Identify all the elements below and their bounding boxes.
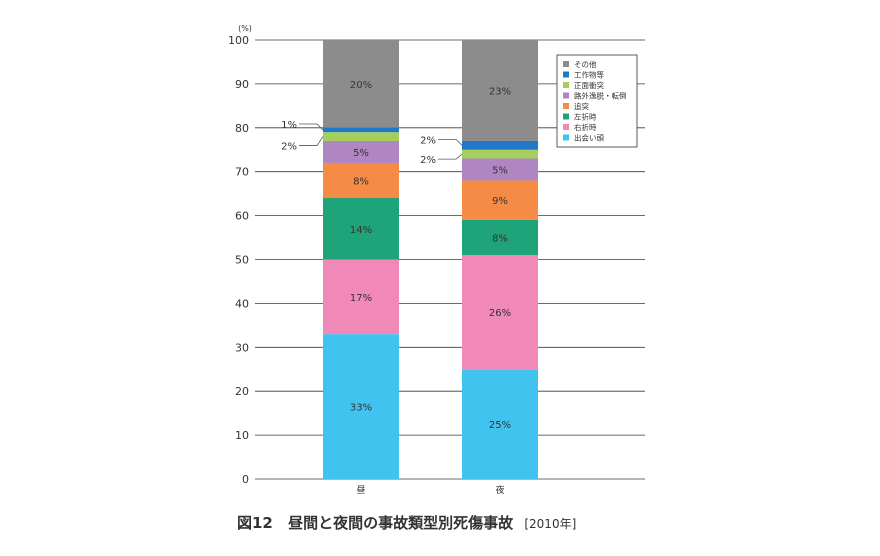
stacked-bar-chart: 33% 17% 14% 8% 5% 20% 25% 26% 8% 9% 5% 23% 0 10 20 30 4… <box>228 24 645 496</box>
bar-segment <box>323 162 399 199</box>
data-label: 20% <box>350 80 372 91</box>
bars: 33% 17% 14% 8% 5% 20% 25% 26% 8% 9% 5% 23% <box>323 40 538 479</box>
data-label: 8% <box>353 176 369 187</box>
y-tick-label: 10 <box>235 429 249 442</box>
data-label: 8% <box>492 234 508 245</box>
legend-label: 工作物等 <box>574 70 604 80</box>
bar-segment <box>323 140 399 163</box>
bar-segment <box>323 334 399 479</box>
data-label: 17% <box>350 293 372 304</box>
bar-segment <box>323 127 399 133</box>
figure-year: [2010年] <box>524 517 577 531</box>
callout-label: 2% <box>281 142 297 153</box>
figure-title: 昼間と夜間の事故類型別死傷事故 <box>288 514 514 532</box>
legend-label: 正面衝突 <box>574 80 604 90</box>
y-tick-label: 0 <box>242 473 249 486</box>
bar-segment <box>462 149 538 159</box>
data-label: 5% <box>353 148 369 159</box>
legend-swatch <box>563 134 569 141</box>
legend-swatch <box>563 71 569 78</box>
bar-segment <box>462 369 538 479</box>
bar-segment <box>323 259 399 335</box>
data-label: 33% <box>350 403 372 414</box>
legend-swatch <box>563 92 569 99</box>
data-label: 25% <box>489 420 511 431</box>
legend-swatch <box>563 124 569 130</box>
bar-segment <box>323 40 399 128</box>
callout-line <box>438 153 463 160</box>
y-unit-label: (%) <box>238 24 252 33</box>
legend-label: その他 <box>574 59 597 69</box>
y-tick-label: 20 <box>235 385 249 398</box>
data-label: 14% <box>350 225 372 236</box>
bar-segment <box>462 180 538 220</box>
legend-label: 左折時 <box>574 112 597 122</box>
legend-label: 路外逸脱・転倒 <box>574 91 627 101</box>
x-tick-label: 昼 <box>356 485 365 496</box>
callout-line <box>299 123 324 131</box>
callout-line <box>299 136 324 146</box>
callout-label: 2% <box>420 155 436 166</box>
legend-label: 右折時 <box>574 122 597 132</box>
bar-segment <box>462 158 538 181</box>
y-tick-label: 40 <box>235 297 249 310</box>
callout-label: 2% <box>420 135 436 146</box>
bar-segment <box>323 132 399 141</box>
legend-label: 出会い頭 <box>574 133 604 143</box>
y-tick-label: 30 <box>235 341 249 354</box>
data-label: 9% <box>492 196 508 207</box>
bar-segment <box>462 140 538 150</box>
y-tick-label: 50 <box>235 254 249 267</box>
bar-segment <box>323 198 399 260</box>
data-label: 23% <box>489 86 511 97</box>
legend-swatch <box>563 82 569 88</box>
legend-swatch <box>563 113 569 120</box>
callout-label: 1% <box>281 120 297 131</box>
legend-label: 追突 <box>574 101 589 111</box>
figure-number: 図12 <box>237 514 273 532</box>
y-tick-label: 90 <box>235 78 249 91</box>
x-tick-label: 夜 <box>495 484 504 496</box>
y-tick-label: 80 <box>235 122 249 135</box>
y-tick-label: 100 <box>228 34 249 47</box>
bar-segment <box>462 255 538 370</box>
y-tick-label: 60 <box>235 210 249 223</box>
legend-box <box>556 54 638 148</box>
bar-segment <box>462 40 538 141</box>
legend-swatch <box>563 103 569 109</box>
legend-swatch <box>563 61 569 67</box>
y-tick-label: 70 <box>235 166 249 179</box>
figure-caption: 図12 昼間と夜間の事故類型別死傷事故 [2010年] <box>237 512 576 533</box>
x-axis: 昼夜 <box>356 484 504 496</box>
y-axis: 0 10 20 30 40 50 60 70 80 90 100(%) <box>228 24 252 486</box>
data-label: 5% <box>492 166 508 177</box>
data-label: 26% <box>489 308 511 319</box>
callouts: 2% 1% 2% 2% <box>281 120 463 166</box>
bar-segment <box>462 219 538 256</box>
callout-line <box>438 138 463 146</box>
